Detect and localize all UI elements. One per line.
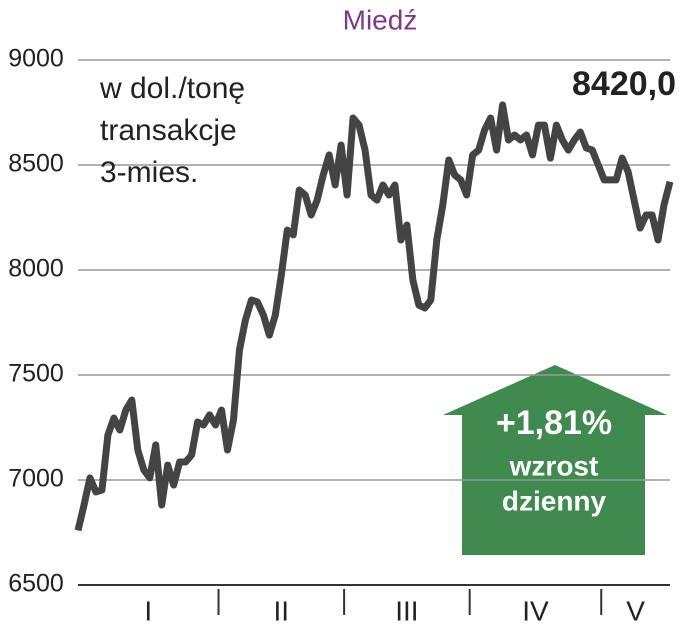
y-tick-label: 8500 — [8, 150, 64, 178]
growth-label: dzienny — [502, 485, 607, 516]
x-tick-label: II — [274, 595, 290, 626]
x-tick-label: I — [144, 595, 152, 626]
x-tick-label: IV — [522, 595, 549, 626]
price-line — [74, 101, 674, 532]
note: w dol./tonę — [99, 72, 245, 105]
note: transakcje — [100, 114, 237, 147]
note: 3-mies. — [100, 156, 198, 189]
y-tick-label: 7000 — [8, 465, 64, 493]
growth-label: +1,81% — [496, 404, 612, 442]
x-tick-label: III — [395, 595, 418, 626]
y-tick-label: 9000 — [8, 45, 64, 73]
y-tick-label: 6500 — [8, 570, 64, 598]
chart-title: Miedź — [343, 4, 418, 35]
y-tick-label: 7500 — [8, 360, 64, 388]
growth-arrow — [443, 365, 667, 555]
y-tick-label: 8000 — [8, 255, 64, 283]
value-label: 8420,0 — [572, 65, 676, 103]
growth-label: wzrost — [509, 450, 599, 481]
x-tick-label: V — [626, 595, 645, 626]
